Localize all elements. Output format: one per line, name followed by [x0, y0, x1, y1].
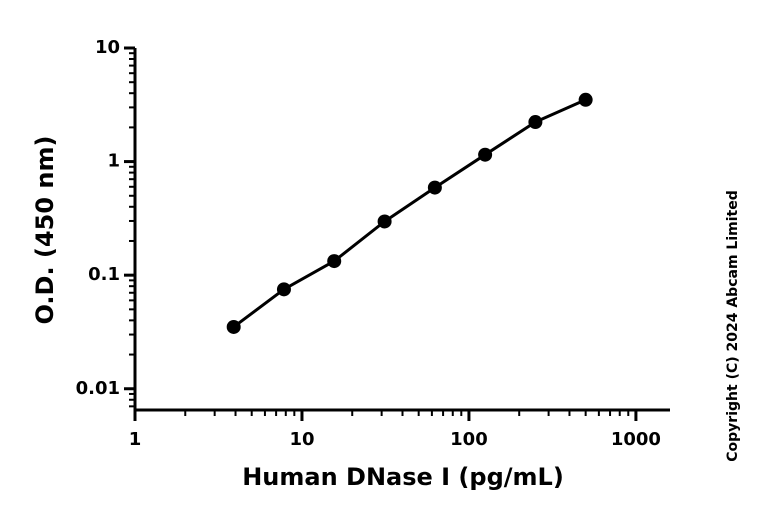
- x-tick-label: 1: [129, 429, 142, 450]
- y-axis-title: O.D. (450 nm): [31, 136, 59, 325]
- y-tick-label: 10: [95, 37, 120, 58]
- y-tick-label: 0.01: [76, 378, 120, 399]
- x-tick-label: 10: [289, 429, 314, 450]
- data-point: [226, 319, 241, 334]
- data-point: [478, 147, 493, 162]
- x-tick-label: 100: [450, 429, 488, 450]
- data-point: [377, 214, 392, 229]
- data-point: [276, 282, 291, 297]
- y-tick-label: 0.1: [88, 264, 120, 285]
- fit-line: [232, 98, 587, 329]
- data-point: [528, 115, 543, 130]
- y-tick-label: 1: [107, 151, 120, 172]
- copyright: Copyright (C) 2024 Abcam Limited: [725, 190, 741, 461]
- data-point: [578, 92, 593, 107]
- data-point: [427, 180, 442, 195]
- data-point: [327, 254, 342, 269]
- x-tick-label: 1000: [611, 429, 661, 450]
- x-axis-title: Human DNase I (pg/mL): [242, 463, 564, 491]
